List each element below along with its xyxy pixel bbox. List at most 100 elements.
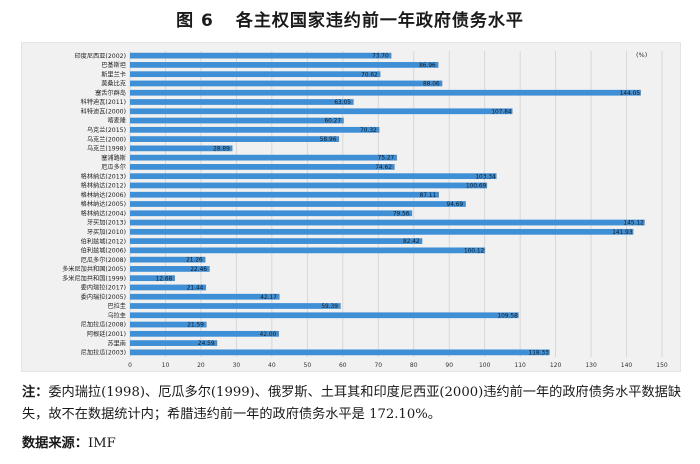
value-label-26: 42.17 — [260, 295, 277, 301]
bar-32 — [130, 349, 550, 356]
value-label-10: 28.89 — [213, 146, 230, 152]
category-label-11: 塞浦路斯 — [101, 154, 126, 162]
bar-23 — [130, 266, 210, 272]
value-label-31: 24.59 — [198, 341, 215, 347]
bar-29 — [130, 321, 207, 328]
value-label-28: 109.58 — [497, 313, 518, 319]
value-label-20: 82.42 — [403, 239, 420, 245]
value-label-15: 87.11 — [420, 193, 437, 199]
data-source-label: 数据来源： — [22, 436, 88, 451]
value-label-3: 88.06 — [423, 82, 440, 88]
value-label-6: 107.84 — [491, 109, 512, 115]
bar-5 — [130, 99, 354, 105]
footnote-label: 注： — [22, 385, 49, 400]
x-tick-label-14: 140 — [621, 362, 633, 369]
category-label-20: 伯利兹城(2012) — [81, 237, 126, 245]
category-label-0: 印度尼西亚(2002) — [74, 52, 126, 60]
category-label-22: 厄瓜多尔(2008) — [81, 256, 126, 264]
bar-27 — [130, 303, 341, 309]
category-label-27: 巴拉圭 — [107, 302, 126, 310]
bar-17 — [130, 210, 413, 217]
category-label-24: 多米尼加共和国(1999) — [62, 274, 126, 282]
bar-30 — [130, 330, 279, 337]
bar-19 — [130, 228, 634, 235]
value-label-2: 70.62 — [361, 72, 378, 78]
bar-2 — [130, 71, 381, 78]
value-label-7: 60.27 — [324, 119, 341, 125]
figure-title-text: 各主权国家违约前一年政府债务水平 — [235, 11, 524, 31]
value-label-4: 144.05 — [620, 91, 641, 97]
category-label-26: 委内瑞拉(2005) — [81, 293, 126, 301]
footnote: 注：委内瑞拉(1998)、厄瓜多尔(1999)、俄罗斯、土耳其和印度尼西亚(20… — [22, 382, 682, 426]
bar-14 — [130, 182, 488, 189]
bar-8 — [130, 126, 380, 133]
bar-4 — [130, 89, 641, 96]
category-label-15: 格林纳达(2006) — [81, 191, 126, 199]
x-tick-label-11: 110 — [514, 362, 526, 369]
value-label-29: 21.59 — [187, 323, 204, 329]
value-label-8: 70.32 — [360, 128, 377, 134]
value-label-0: 73.70 — [372, 54, 389, 60]
category-label-21: 伯利兹城(2006) — [81, 247, 126, 255]
category-label-23: 多米尼加共和国(2005) — [62, 265, 126, 273]
value-label-30: 42.00 — [260, 332, 277, 338]
x-tick-label-2: 20 — [197, 362, 205, 369]
value-label-11: 75.27 — [378, 156, 395, 162]
bar-24 — [130, 275, 175, 282]
data-source: 数据来源：IMF — [22, 432, 116, 451]
bar-25 — [130, 284, 207, 291]
bar-15 — [130, 191, 439, 198]
value-label-22: 21.26 — [186, 258, 203, 264]
x-tick-label-15: 150 — [656, 362, 668, 369]
bar-9 — [130, 136, 340, 142]
bar-chart: 印度尼西亚(2002) 73.70 巴基斯坦 86.96 斯里兰卡 70.62 莫桑比克 88… — [62, 51, 668, 369]
x-tick-label-5: 50 — [304, 362, 312, 369]
x-axis-ticks: 0 10 20 30 40 50 60 70 80 90 100 110 120 130 140 150 — [128, 362, 668, 369]
category-label-28: 乌拉圭 — [107, 311, 126, 319]
value-label-25: 21.44 — [187, 286, 204, 292]
bar-11 — [130, 154, 397, 161]
category-label-3: 莫桑比克 — [101, 80, 126, 88]
value-label-19: 141.93 — [612, 230, 633, 236]
value-label-18: 145.12 — [624, 221, 645, 227]
category-label-12: 厄瓜多尔 — [101, 163, 126, 171]
bar-12 — [130, 164, 395, 170]
footnote-text: 委内瑞拉(1998)、厄瓜多尔(1999)、俄罗斯、土耳其和印度尼西亚(2000… — [22, 385, 682, 422]
category-label-19: 牙买加(2010) — [87, 228, 126, 236]
bar-22 — [130, 256, 206, 263]
chart-panel: 印度尼西亚(2002) 73.70 巴基斯坦 86.96 斯里兰卡 70.62 莫桑比克 88… — [21, 42, 681, 372]
value-label-13: 103.34 — [475, 174, 496, 180]
x-tick-label-0: 0 — [128, 362, 132, 369]
bar-3 — [130, 80, 443, 87]
category-label-1: 巴基斯坦 — [101, 61, 126, 69]
category-label-29: 尼加拉瓜(2008) — [81, 321, 126, 329]
x-tick-label-10: 100 — [479, 362, 491, 369]
category-label-14: 格林纳达(2012) — [81, 182, 126, 190]
x-tick-label-8: 80 — [410, 362, 418, 369]
category-label-32: 尼加拉瓜(2003) — [81, 349, 126, 357]
category-label-8: 乌克兰(2015) — [87, 126, 126, 134]
category-label-2: 斯里兰卡 — [101, 70, 126, 78]
category-label-6: 科特迪瓦(2000) — [81, 107, 126, 115]
figure-title: 图 6 各主权国家违约前一年政府债务水平 — [0, 6, 700, 31]
bar-16 — [130, 201, 466, 207]
bars — [130, 52, 645, 356]
value-label-12: 74.62 — [375, 165, 392, 171]
category-label-10: 乌克兰(1998) — [87, 145, 126, 153]
x-tick-label-4: 40 — [268, 362, 276, 369]
x-tick-label-6: 60 — [339, 362, 347, 369]
value-label-9: 58.96 — [320, 137, 337, 143]
bar-18 — [130, 219, 645, 226]
category-label-17: 格林纳达(2004) — [81, 209, 126, 217]
x-tick-label-12: 120 — [550, 362, 562, 369]
bar-10 — [130, 145, 233, 152]
category-label-7: 喀麦隆 — [107, 117, 126, 125]
value-label-27: 59.39 — [321, 304, 338, 310]
unit-label: (%) — [636, 51, 647, 59]
value-label-14: 100.69 — [466, 184, 487, 190]
category-label-16: 格林纳达(2005) — [81, 200, 126, 208]
category-label-5: 科特迪瓦(2011) — [81, 98, 126, 106]
bar-1 — [130, 62, 439, 68]
x-tick-label-1: 10 — [162, 362, 170, 369]
bar-7 — [130, 117, 344, 124]
